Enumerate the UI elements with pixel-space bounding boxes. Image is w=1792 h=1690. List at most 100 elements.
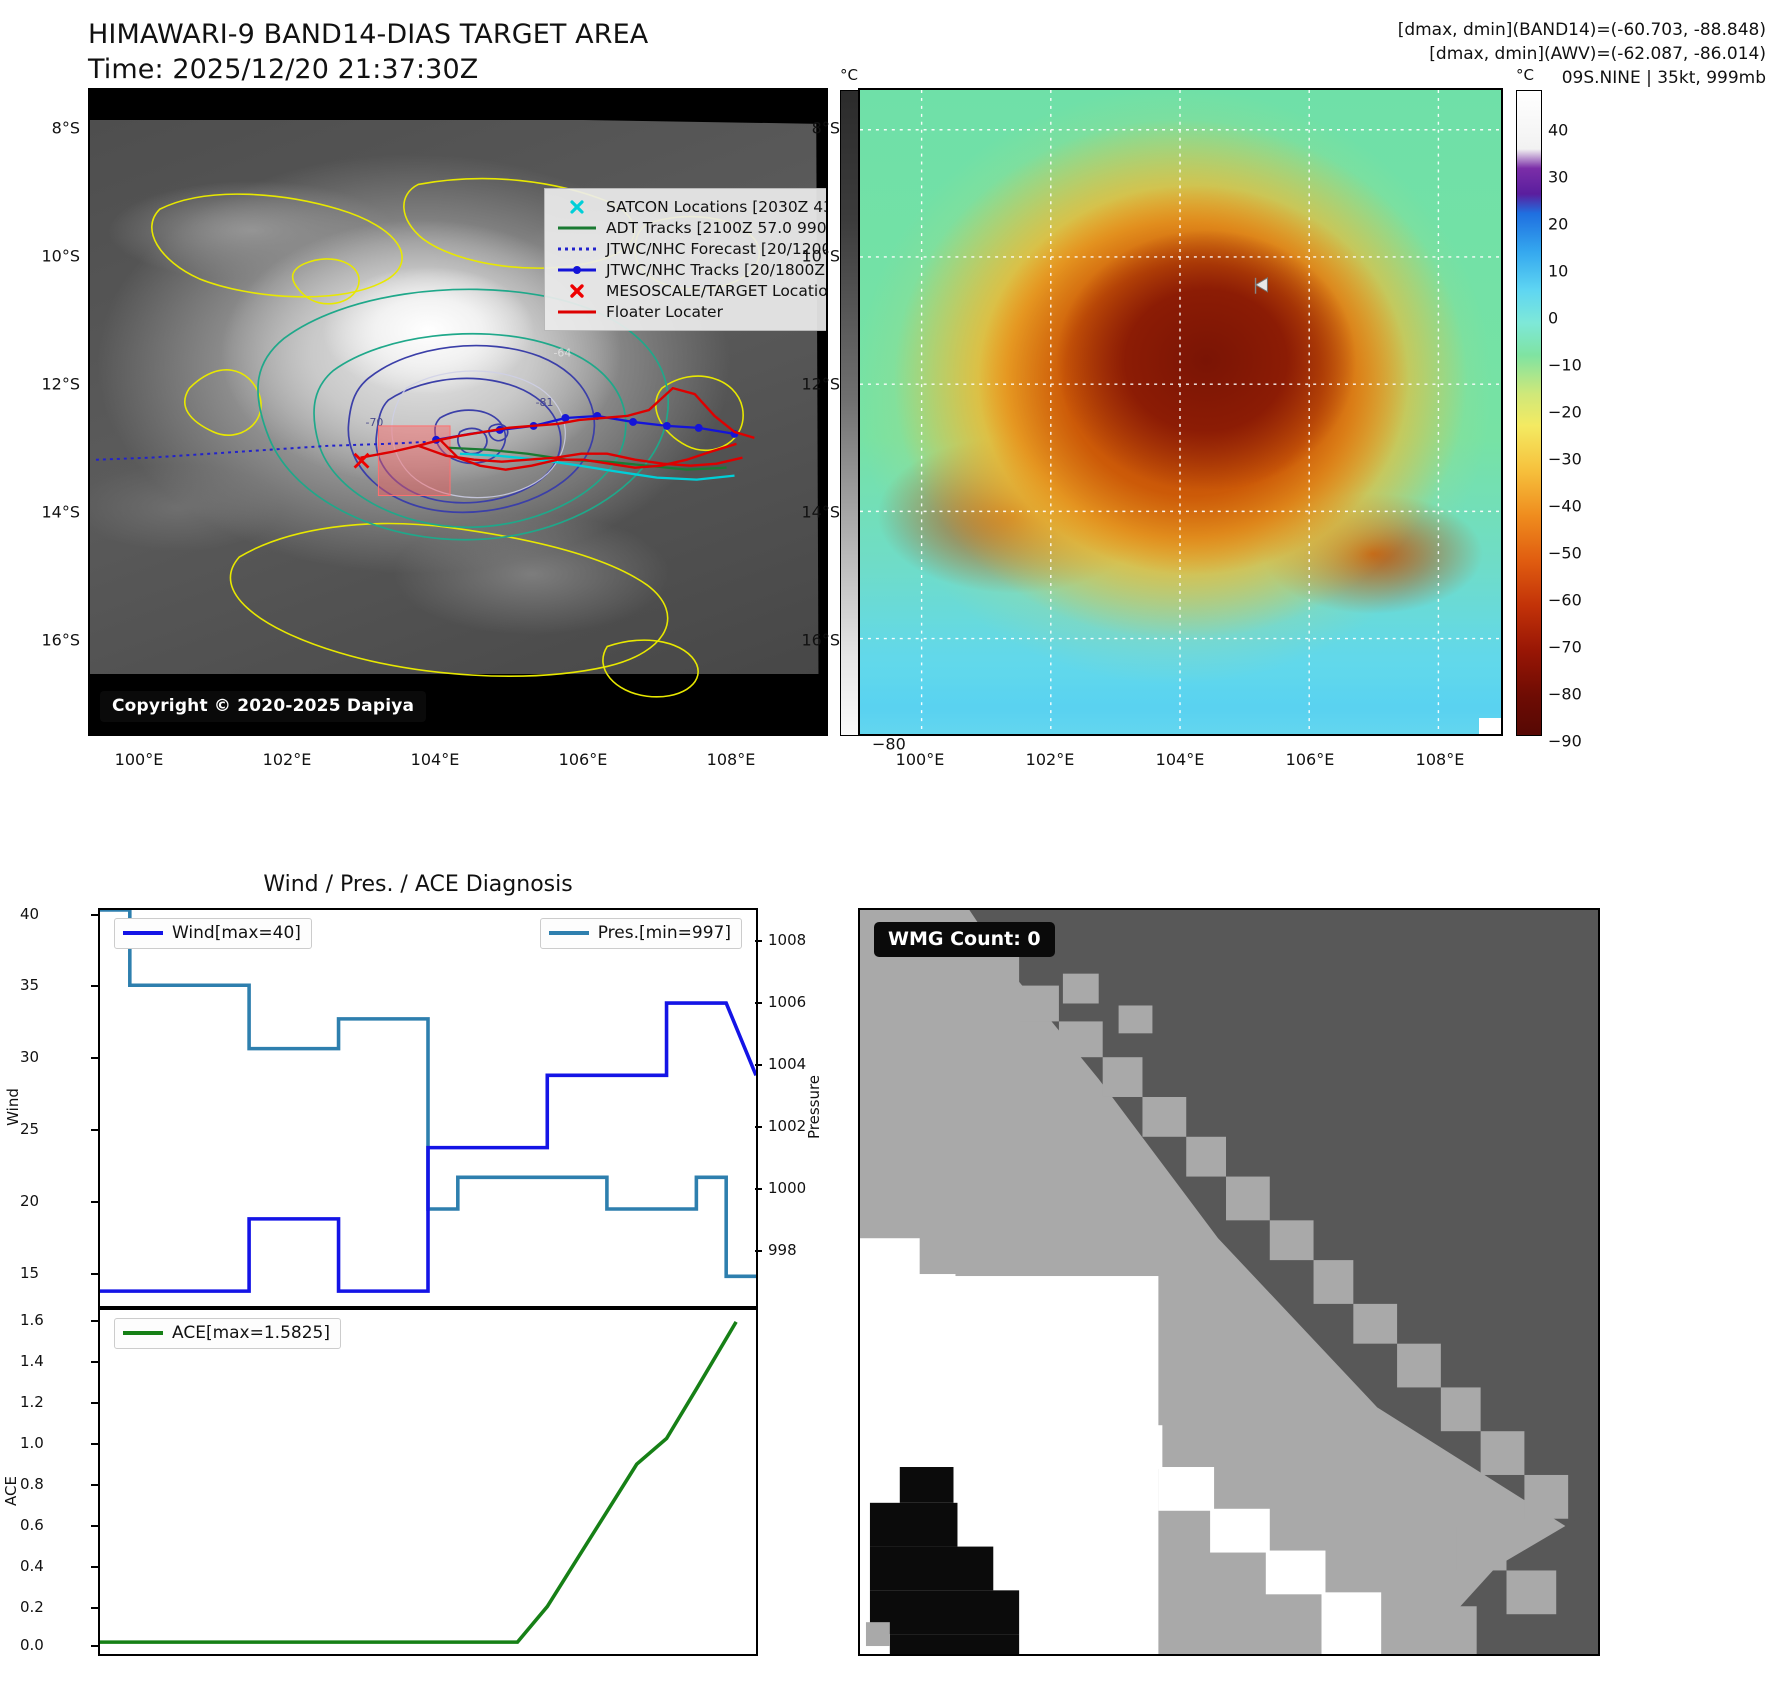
legend-label-forecast: JTWC/NHC Forecast [20/1200Z]: [606, 239, 828, 258]
awv-cb-tick-0: 40: [1548, 120, 1569, 140]
dmax-awv-text: [dmax, dmin](AWV)=(-62.087, -86.014): [1429, 44, 1766, 65]
ace-tick-04: 0.4: [20, 1557, 44, 1575]
product-title: HIMAWARI-9 BAND14-DIAS TARGET AREA: [88, 19, 649, 50]
awv-cb-tick-6: −20: [1548, 402, 1582, 422]
pressure-tick-998: 998: [768, 1241, 797, 1259]
legend-label-jtwc-tracks: JTWC/NHC Tracks [20/1800Z]: [606, 260, 828, 279]
diagnosis-title: Wind / Pres. / ACE Diagnosis: [263, 872, 573, 897]
awv-lat-14s: 14°S: [801, 502, 840, 522]
wind-tick-40: 40: [20, 905, 40, 923]
svg-text:-64: -64: [553, 346, 571, 359]
pressure-tick-1002: 1002: [768, 1117, 807, 1135]
wind-tick-35: 35: [20, 976, 40, 994]
awv-cb-tick-2: 20: [1548, 214, 1569, 234]
ace-chart: ACE[max=1.5825]: [98, 1308, 758, 1656]
pressure-tick-1006: 1006: [768, 993, 807, 1011]
pressure-legend: Pres.[min=997]: [539, 918, 742, 949]
ir-lon-104e: 104°E: [410, 750, 460, 769]
ir-legend: SATCON Locations [2030Z 43 994] ADT Trac…: [544, 188, 828, 331]
awv-lat-12s: 12°S: [801, 374, 840, 394]
storm-center-marker: [1254, 276, 1268, 294]
wind-pressure-chart: Wind[max=40] Pres.[min=997]: [98, 908, 758, 1308]
dmax-band14-text: [dmax, dmin](BAND14)=(-60.703, -88.848): [1397, 20, 1766, 40]
awv-cb-tick-5: −10: [1548, 355, 1582, 375]
pressure-series-line: [100, 910, 756, 1279]
awv-cb-tick-10: −60: [1548, 590, 1582, 610]
ace-tick-08: 0.8: [20, 1475, 44, 1493]
awv-cb-tick-11: −70: [1548, 637, 1582, 657]
svg-text:-81: -81: [536, 396, 554, 409]
header-metadata: [dmax, dmin](BAND14)=(-60.703, -88.848) …: [1398, 18, 1766, 90]
adt-line-icon: [554, 222, 600, 234]
ace-tick-14: 1.4: [20, 1352, 44, 1370]
awv-lon-104e: 104°E: [1155, 750, 1205, 769]
awv-lon-108e: 108°E: [1415, 750, 1465, 769]
ace-tick-10: 1.0: [20, 1434, 44, 1452]
ir-colorbar-title: °C: [840, 66, 858, 84]
ir-cb-tick-12: −80: [872, 734, 906, 754]
awv-cb-tick-1: 30: [1548, 167, 1569, 187]
ir-lon-106e: 106°E: [558, 750, 608, 769]
legend-row-satcon: SATCON Locations [2030Z 43 994]: [554, 196, 826, 217]
ir-axes: -64 -81 -70: [88, 88, 828, 736]
awv-cb-tick-13: −90: [1548, 731, 1582, 751]
pressure-legend-swatch: [548, 931, 589, 935]
wmg-panel: WMG Count: 0: [858, 908, 1600, 1656]
ir-lat-8s: 8°S: [51, 118, 80, 138]
awv-cb-tick-12: −80: [1548, 684, 1582, 704]
ace-plot: [100, 1320, 738, 1644]
legend-label-adt: ADT Tracks [2100Z 57.0 990.7]: [606, 218, 828, 237]
wind-tick-25: 25: [20, 1120, 40, 1138]
awv-satellite-panel: [858, 88, 1503, 736]
ace-tick-06: 0.6: [20, 1516, 44, 1534]
awv-colorbar-ticks: 40 30 20 10 0 −10 −20 −30 −40 −50 −60 −7…: [1548, 90, 1618, 751]
satcon-x-icon: [554, 198, 600, 216]
wind-pressure-plot: [100, 910, 756, 1293]
awv-cb-tick-7: −30: [1548, 449, 1582, 469]
awv-lat-8s: 8°S: [811, 118, 840, 138]
legend-row-jtwc-tracks: JTWC/NHC Tracks [20/1800Z]: [554, 259, 828, 280]
legend-label-satcon: SATCON Locations [2030Z 43 994]: [606, 197, 826, 216]
ace-legend-swatch: [123, 1331, 163, 1335]
ir-lon-102e: 102°E: [262, 750, 312, 769]
pressure-legend-label: Pres.[min=997]: [597, 923, 731, 943]
product-time: Time: 2025/12/20 21:37:30Z: [88, 53, 479, 85]
wind-axis-label: Wind: [3, 1088, 22, 1126]
awv-cb-tick-4: 0: [1548, 308, 1559, 328]
pressure-tick-1000: 1000: [768, 1179, 807, 1197]
ace-tick-00: 0.0: [20, 1636, 44, 1654]
awv-satellite-image: [860, 90, 1501, 734]
forecast-dotted-line-icon: [554, 243, 600, 255]
ace-legend: ACE[max=1.5825]: [114, 1318, 341, 1349]
ir-lat-16s: 16°S: [41, 630, 80, 650]
legend-row-mesoscale: MESOSCALE/TARGET Location: [554, 280, 826, 301]
ace-tick-16: 1.6: [20, 1311, 44, 1329]
awv-cb-tick-8: −40: [1548, 496, 1582, 516]
wind-tick-30: 30: [20, 1048, 40, 1066]
awv-gridlines: [860, 90, 1501, 734]
wind-legend-swatch: [123, 931, 163, 935]
pressure-axis-label: Pressure: [805, 1074, 824, 1140]
awv-cb-tick-9: −50: [1548, 543, 1582, 563]
awv-lat-10s: 10°S: [801, 246, 840, 266]
storm-summary-text: 09S.NINE | 35kt, 999mb: [1561, 68, 1766, 89]
mesoscale-x-icon: [554, 282, 600, 300]
ace-tick-02: 0.2: [20, 1598, 44, 1616]
floater-line-icon: [554, 306, 600, 318]
wmg-mask-image: [860, 910, 1598, 1654]
legend-row-floater: Floater Locater: [554, 301, 826, 322]
page-title: HIMAWARI-9 BAND14-DIAS TARGET AREA Time:…: [88, 18, 648, 87]
awv-colorbar-title: °C: [1516, 66, 1534, 84]
wind-tick-15: 15: [20, 1264, 40, 1282]
awv-lon-102e: 102°E: [1025, 750, 1075, 769]
ace-legend-label: ACE[max=1.5825]: [172, 1323, 330, 1343]
wind-series-line: [100, 1001, 756, 1293]
ir-overlay-graphics: -64 -81 -70: [95, 177, 761, 698]
ir-lat-12s: 12°S: [41, 374, 80, 394]
wind-legend: Wind[max=40]: [114, 918, 312, 949]
ace-series-line: [100, 1320, 738, 1644]
ace-tick-12: 1.2: [20, 1393, 44, 1411]
jtwc-line-dot-icon: [554, 264, 600, 276]
legend-row-forecast: JTWC/NHC Forecast [20/1200Z]: [554, 238, 828, 259]
